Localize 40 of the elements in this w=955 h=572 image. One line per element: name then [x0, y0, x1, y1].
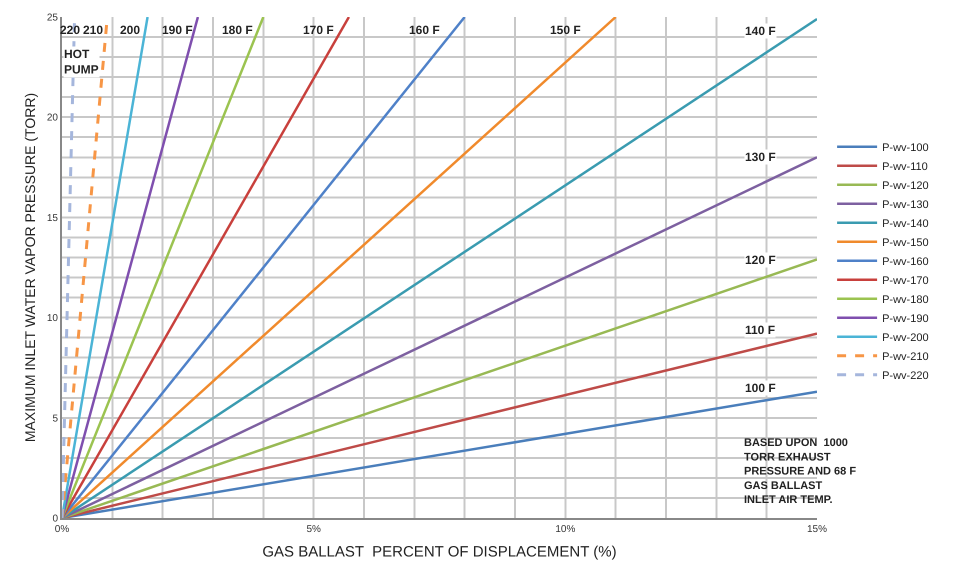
legend-label: P-wv-140: [882, 218, 929, 230]
legend-label: P-wv-200: [882, 332, 929, 344]
annotation: BASED UPON 1000 TORR EXHAUST PRESSURE AND 68 F GAS BALLAST INLET AIR TEMP.: [744, 437, 856, 506]
annotation: 100 F: [745, 381, 776, 395]
annotation: HOT PUMP: [64, 47, 99, 77]
annotation: 180 F: [222, 23, 253, 37]
legend-label: P-wv-110: [882, 161, 928, 174]
legend-label: P-wv-210: [882, 351, 929, 364]
annotation: 210: [83, 23, 104, 37]
x-tick-label: 10%: [555, 524, 576, 535]
legend-label: P-wv-190: [882, 313, 929, 326]
annotation: 200: [120, 23, 140, 37]
annotation: 140 F: [745, 24, 776, 38]
annotation: 160 F: [409, 23, 440, 37]
y-tick-label: 10: [46, 313, 58, 324]
y-tick-label: 15: [46, 212, 58, 224]
legend-label: P-wv-100: [882, 142, 929, 154]
legend-label: P-wv-170: [882, 275, 929, 288]
annotation: 120 F: [745, 253, 776, 267]
legend-label: P-wv-180: [882, 294, 929, 306]
y-tick-label: 0: [52, 514, 58, 524]
annotation: 220: [60, 23, 80, 37]
annotation: 150 F: [550, 23, 581, 37]
annotation: 110 F: [745, 323, 776, 337]
annotation: 190 F: [162, 23, 193, 37]
y-tick-label: 20: [46, 112, 58, 124]
x-tick-label: 0%: [54, 524, 70, 535]
y-tick-label: 5: [52, 413, 58, 424]
legend-label: P-wv-150: [882, 237, 929, 250]
legend-label: P-wv-220: [882, 370, 929, 382]
annotation: 130 F: [745, 150, 776, 164]
legend-label: P-wv-160: [882, 256, 929, 268]
x-tick-label: 5%: [306, 524, 322, 535]
x-axis-title: GAS BALLAST PERCENT OF DISPLACEMENT (%): [262, 544, 617, 560]
y-axis-title: MAXIMUM INLET WATER VAPOR PRESSURE (TORR): [22, 92, 38, 442]
legend-label: P-wv-120: [882, 180, 929, 192]
legend-label: P-wv-130: [882, 199, 929, 212]
y-tick-label: 25: [46, 12, 58, 24]
x-tick-label: 15%: [806, 524, 828, 535]
annotation: 170 F: [303, 23, 334, 37]
